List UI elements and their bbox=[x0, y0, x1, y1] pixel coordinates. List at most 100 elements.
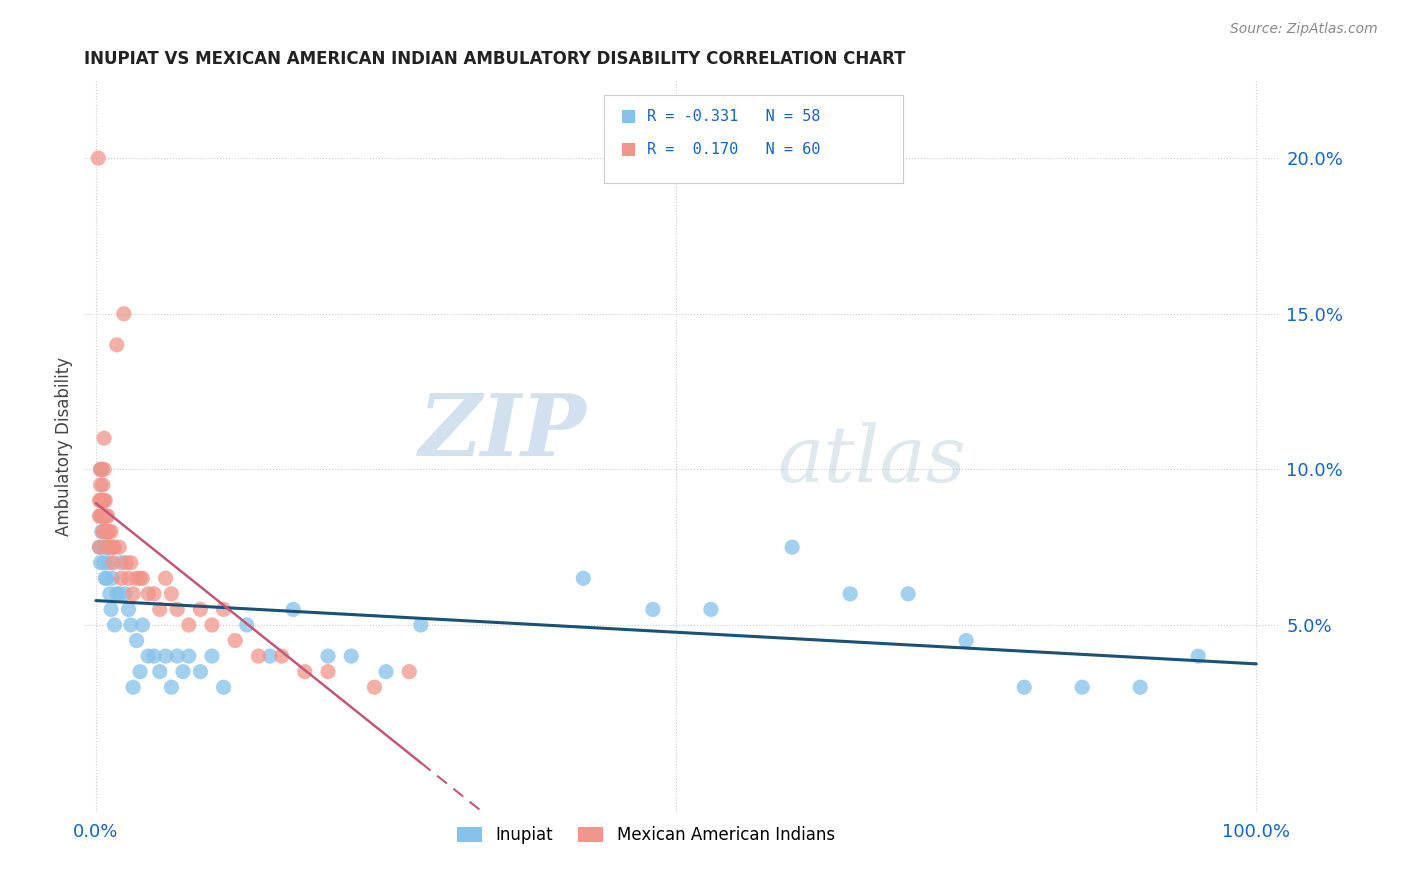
Point bbox=[259, 649, 281, 664]
Point bbox=[143, 587, 166, 601]
Point bbox=[155, 649, 177, 664]
Point bbox=[87, 151, 110, 165]
Text: R = -0.331   N = 58: R = -0.331 N = 58 bbox=[647, 110, 820, 124]
Point bbox=[247, 649, 270, 664]
Point bbox=[90, 509, 112, 524]
Point bbox=[98, 540, 121, 554]
Point bbox=[91, 493, 114, 508]
Point bbox=[131, 618, 153, 632]
Point bbox=[108, 587, 131, 601]
Point bbox=[201, 649, 224, 664]
Point bbox=[89, 540, 111, 554]
Point bbox=[112, 307, 135, 321]
Y-axis label: Ambulatory Disability: Ambulatory Disability bbox=[55, 357, 73, 535]
Point bbox=[177, 649, 200, 664]
Point bbox=[166, 649, 188, 664]
Text: ZIP: ZIP bbox=[419, 390, 586, 473]
Point bbox=[700, 602, 723, 616]
Point bbox=[212, 680, 235, 694]
Point bbox=[1012, 680, 1035, 694]
Point bbox=[375, 665, 398, 679]
Point bbox=[108, 540, 131, 554]
Bar bbox=[623, 111, 636, 123]
Point bbox=[91, 509, 114, 524]
Point bbox=[190, 602, 212, 616]
Point bbox=[117, 571, 139, 585]
Text: INUPIAT VS MEXICAN AMERICAN INDIAN AMBULATORY DISABILITY CORRELATION CHART: INUPIAT VS MEXICAN AMERICAN INDIAN AMBUL… bbox=[84, 50, 905, 68]
Point bbox=[236, 618, 259, 632]
Point bbox=[1187, 649, 1209, 664]
Point bbox=[97, 509, 120, 524]
Point bbox=[955, 633, 977, 648]
Point bbox=[110, 556, 132, 570]
Point bbox=[120, 556, 142, 570]
Point bbox=[94, 524, 117, 539]
Point bbox=[93, 524, 115, 539]
Point bbox=[100, 602, 122, 616]
Point bbox=[97, 524, 120, 539]
Point bbox=[136, 587, 159, 601]
Point bbox=[91, 540, 114, 554]
Point bbox=[114, 587, 136, 601]
Point bbox=[94, 493, 117, 508]
Point bbox=[97, 540, 120, 554]
Point bbox=[93, 509, 115, 524]
Point bbox=[1071, 680, 1094, 694]
Point bbox=[212, 602, 235, 616]
Point bbox=[839, 587, 862, 601]
Point bbox=[90, 478, 112, 492]
Point bbox=[294, 665, 316, 679]
Point bbox=[105, 338, 128, 352]
Point bbox=[117, 602, 139, 616]
Point bbox=[90, 462, 112, 476]
Point bbox=[398, 665, 420, 679]
Point bbox=[101, 540, 124, 554]
Point bbox=[91, 478, 114, 492]
Text: Source: ZipAtlas.com: Source: ZipAtlas.com bbox=[1230, 22, 1378, 37]
Point bbox=[224, 633, 246, 648]
Point bbox=[97, 540, 120, 554]
Point bbox=[94, 509, 117, 524]
Point bbox=[125, 633, 148, 648]
Point bbox=[149, 665, 172, 679]
Point bbox=[155, 571, 177, 585]
Point bbox=[93, 556, 115, 570]
Point bbox=[90, 556, 112, 570]
Point bbox=[96, 509, 118, 524]
Point bbox=[115, 556, 138, 570]
Point bbox=[122, 587, 145, 601]
Point bbox=[641, 602, 664, 616]
Point bbox=[90, 493, 112, 508]
Point bbox=[149, 602, 172, 616]
Point bbox=[780, 540, 803, 554]
Text: atlas: atlas bbox=[778, 423, 966, 499]
Point bbox=[129, 665, 152, 679]
Point bbox=[125, 571, 148, 585]
Point bbox=[100, 524, 122, 539]
Point bbox=[110, 571, 132, 585]
Point bbox=[270, 649, 292, 664]
Point bbox=[120, 618, 142, 632]
Point bbox=[89, 493, 111, 508]
Point bbox=[103, 556, 125, 570]
Point bbox=[90, 509, 112, 524]
Point bbox=[93, 462, 115, 476]
Text: R =  0.170   N = 60: R = 0.170 N = 60 bbox=[647, 142, 820, 157]
Point bbox=[96, 571, 118, 585]
Point bbox=[103, 540, 125, 554]
Point bbox=[283, 602, 305, 616]
Point bbox=[201, 618, 224, 632]
Point bbox=[190, 665, 212, 679]
Point bbox=[103, 618, 125, 632]
Bar bbox=[605, 95, 903, 183]
Point bbox=[90, 462, 112, 476]
Point bbox=[94, 571, 117, 585]
Point bbox=[131, 571, 153, 585]
Bar bbox=[623, 144, 636, 156]
Point bbox=[316, 665, 339, 679]
Point bbox=[91, 524, 114, 539]
Point bbox=[101, 571, 124, 585]
Point bbox=[94, 540, 117, 554]
Point bbox=[98, 587, 121, 601]
Point bbox=[129, 571, 152, 585]
